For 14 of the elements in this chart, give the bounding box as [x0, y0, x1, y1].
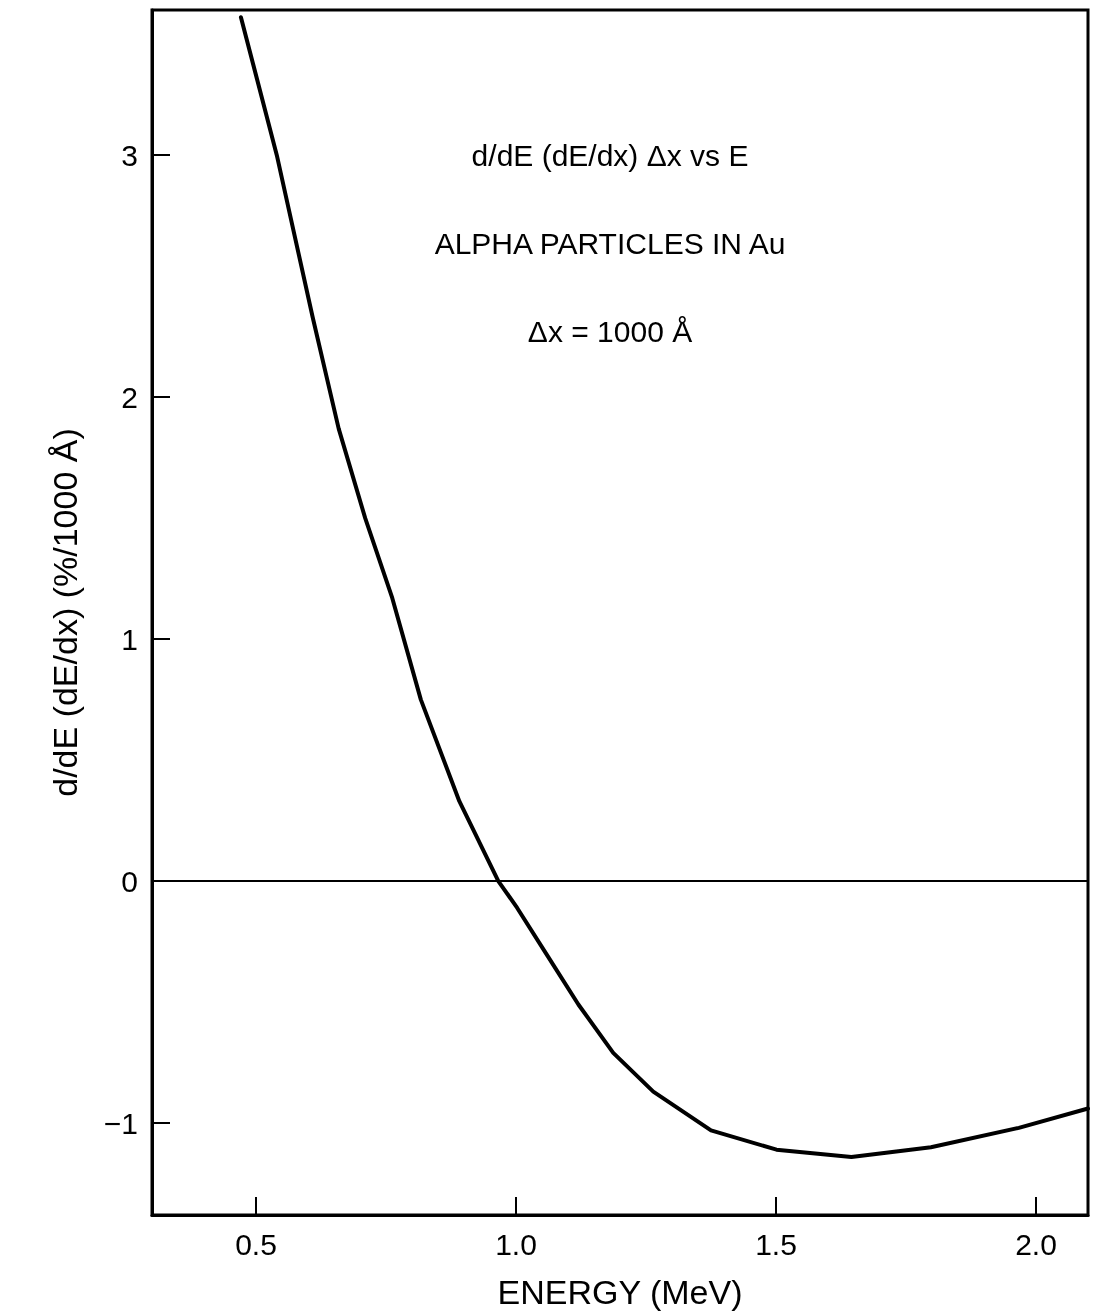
- x-axis-title: ENERGY (MeV): [497, 1273, 743, 1311]
- x-tick-label: 1.0: [495, 1227, 537, 1261]
- annotation: d/dE (dE/dx) Δx vs E: [471, 138, 749, 172]
- y-tick-label: 1: [121, 622, 138, 656]
- y-tick-label: 2: [121, 380, 138, 414]
- y-tick-label: −1: [103, 1106, 138, 1140]
- x-tick-label: 2.0: [1015, 1227, 1057, 1261]
- x-tick-label: 0.5: [235, 1227, 277, 1261]
- annotation: ALPHA PARTICLES IN Au: [434, 226, 786, 260]
- x-tick-label: 1.5: [755, 1227, 797, 1261]
- y-axis-title: d/dE (dE/dx) (%/1000 Å): [46, 428, 84, 797]
- y-tick-label: 0: [121, 864, 138, 898]
- annotation: Δx = 1000 Å: [527, 314, 693, 348]
- y-tick-label: 3: [121, 138, 138, 172]
